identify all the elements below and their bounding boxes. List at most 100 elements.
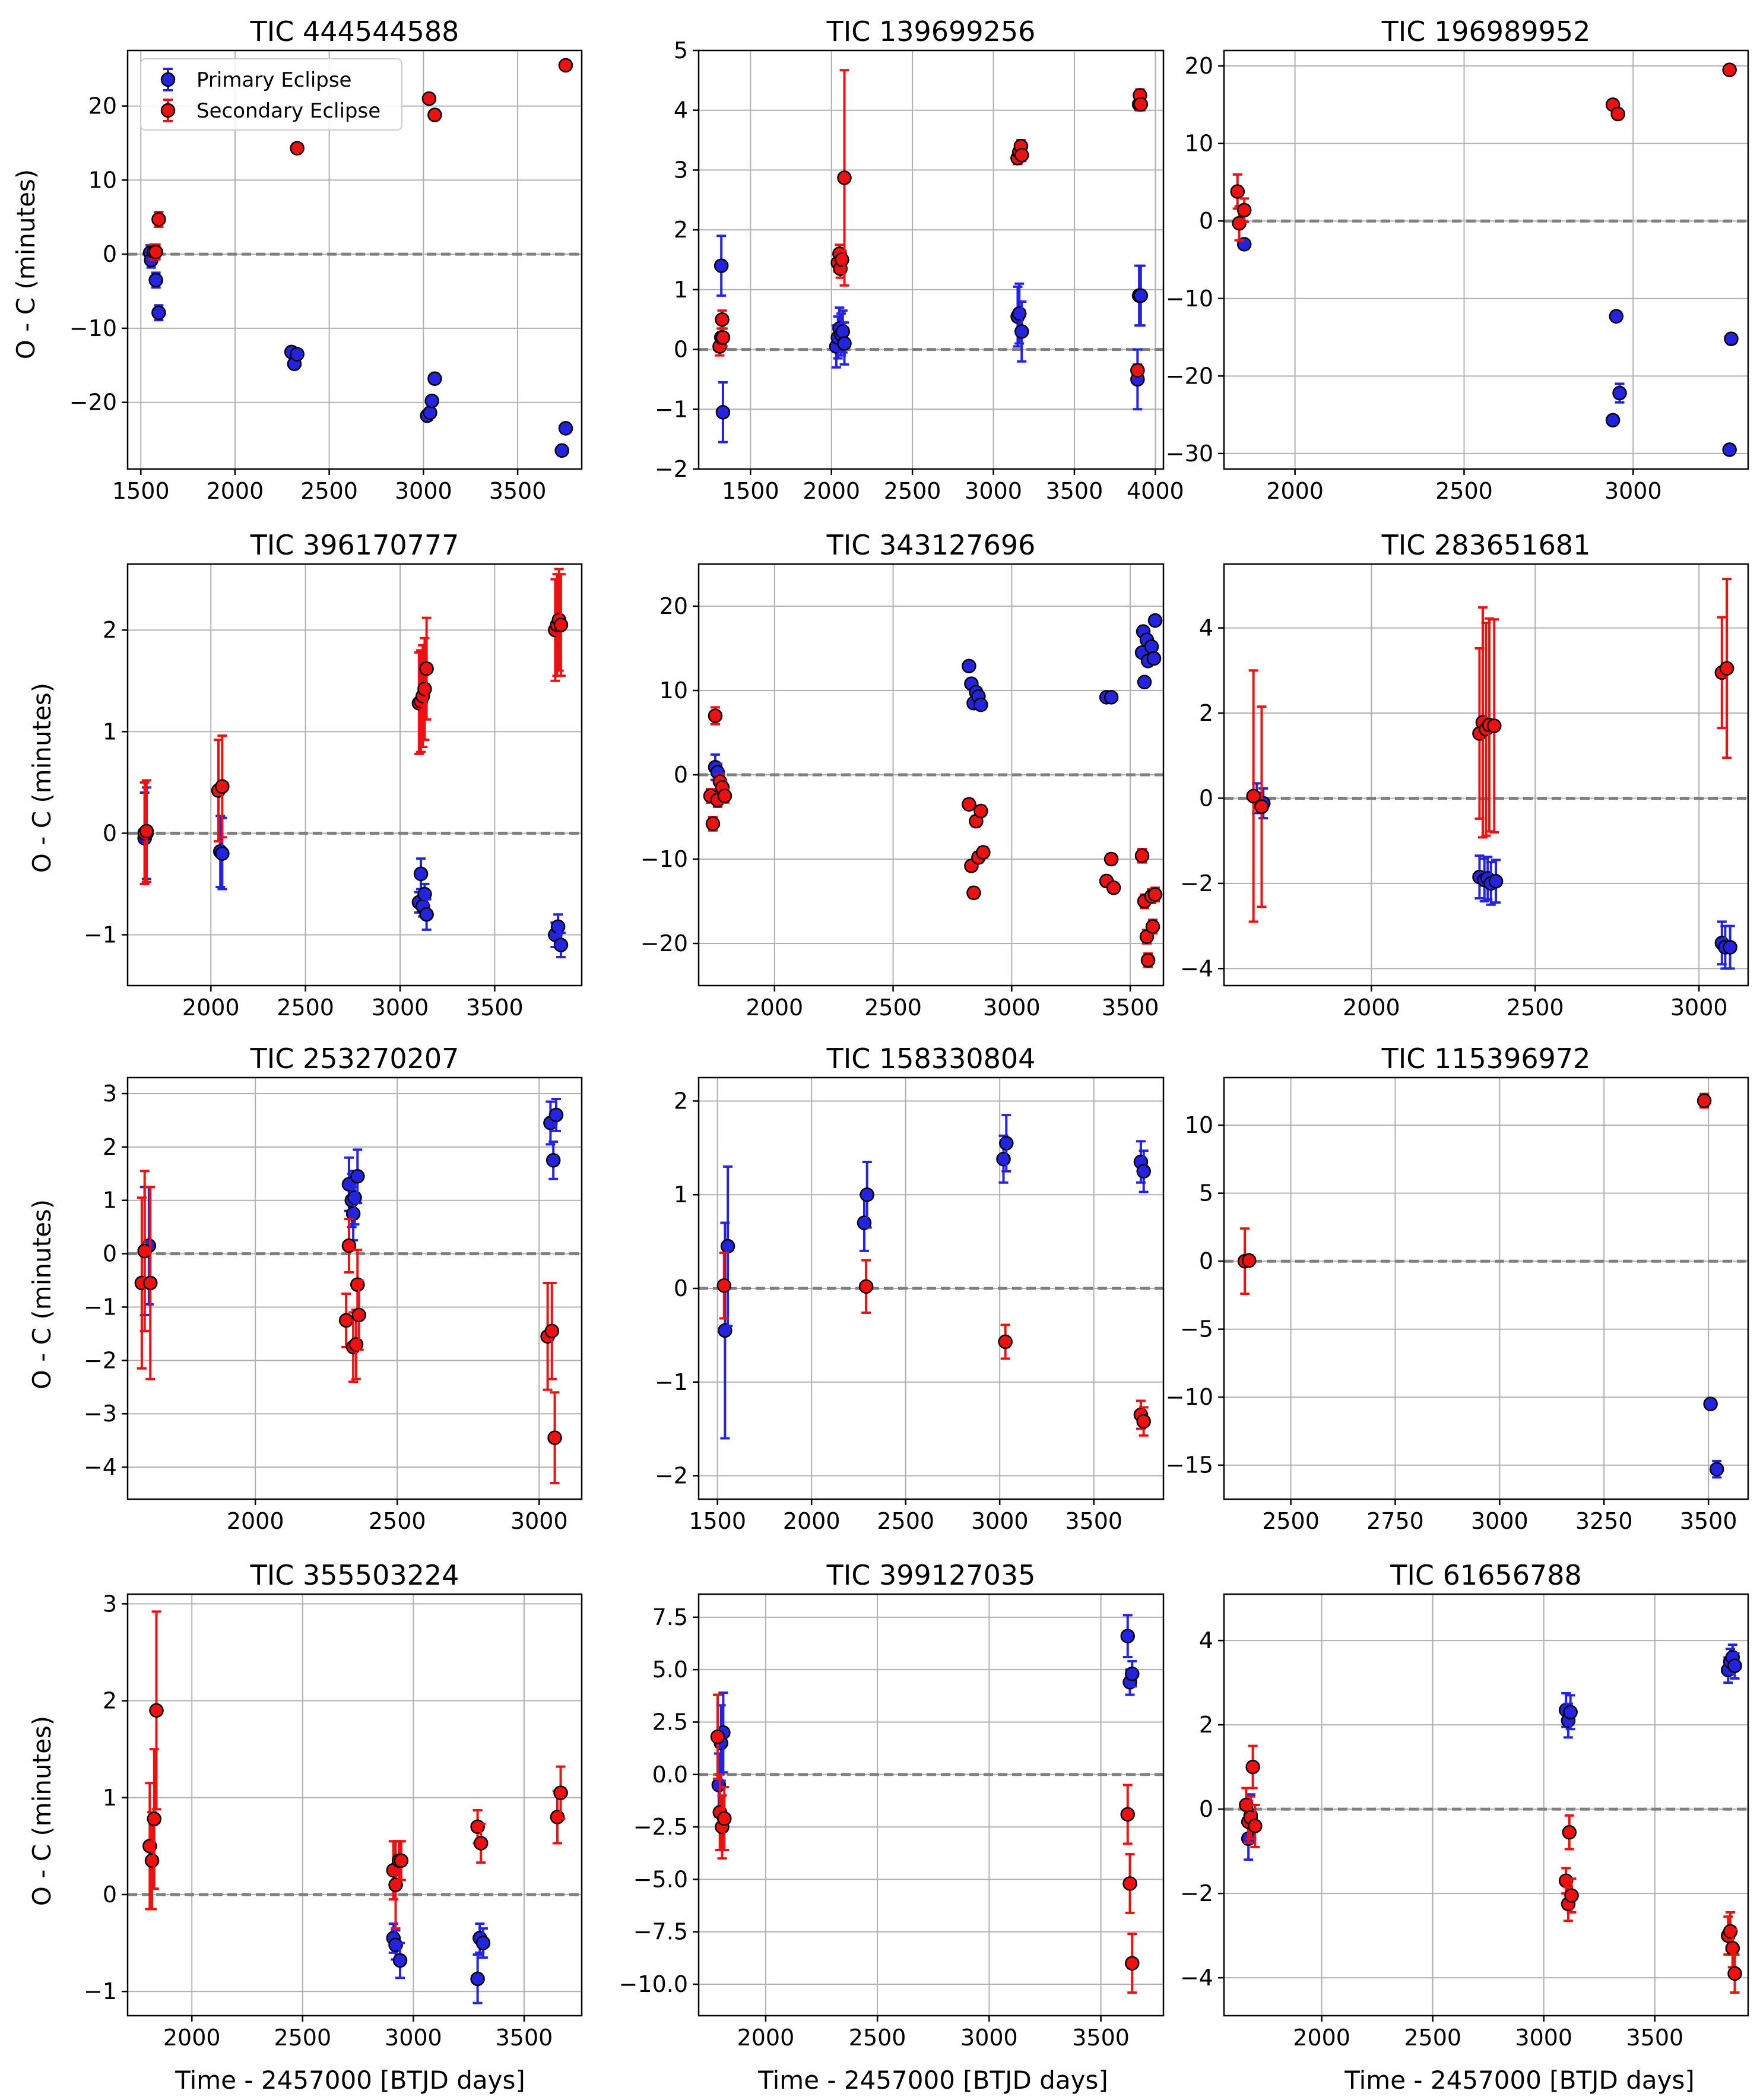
legend-primary-label: Primary Eclipse xyxy=(196,68,351,92)
y-tick-label: −10.0 xyxy=(619,1971,688,1997)
y-tick-label: −2 xyxy=(655,456,688,482)
grid xyxy=(1224,50,1748,469)
y-tick-label: −20 xyxy=(640,930,688,956)
panel-title: TIC 396170777 xyxy=(250,529,459,561)
secondary-eclipse-point xyxy=(1120,1807,1136,1822)
y-tick-label: 0 xyxy=(1199,1248,1213,1274)
panel-3: 2000 2500 3000 −30 −20 −10 0 10 20 TIC 196989952 xyxy=(1166,15,1749,504)
primary-eclipse-point xyxy=(1563,1705,1578,1720)
secondary-eclipse-point xyxy=(1719,661,1734,676)
primary-eclipse-point xyxy=(345,1206,361,1221)
secondary-eclipse-point xyxy=(1564,1888,1579,1903)
ylabel-row-2: O - C (minutes) xyxy=(27,683,56,873)
x-ticks: 2000 2500 3000 3500 xyxy=(1293,2016,1683,2051)
primary-eclipse-point xyxy=(554,443,569,458)
grid xyxy=(1224,1078,1748,1499)
grid xyxy=(1224,1594,1748,2016)
primary-eclipse-point xyxy=(548,1107,564,1123)
x-tick-label: 1500 xyxy=(722,478,779,504)
legend-secondary-label: Secondary Eclipse xyxy=(196,99,380,123)
primary-eclipse-point xyxy=(713,258,729,273)
secondary-eclipse-series xyxy=(1239,1744,1742,1994)
y-tick-label: −5.0 xyxy=(633,1866,688,1892)
primary-eclipse-point xyxy=(999,1136,1014,1151)
secondary-eclipse-point xyxy=(417,682,432,696)
axes-frame xyxy=(1223,563,1749,987)
primary-eclipse-point xyxy=(423,405,437,420)
panel-title: TIC 355503224 xyxy=(250,1559,459,1591)
primary-eclipse-series xyxy=(711,1614,1140,1818)
x-tick-label: 2000 xyxy=(1266,478,1324,504)
secondary-eclipse-point xyxy=(341,1238,357,1253)
y-tick-label: −1 xyxy=(655,1369,688,1395)
primary-eclipse-point xyxy=(546,1153,561,1168)
x-tick-label: 2000 xyxy=(163,2025,221,2051)
y-ticks: −20 −10 0 10 20 xyxy=(69,93,128,416)
x-tick-label: 2000 xyxy=(207,478,264,504)
secondary-eclipse-point xyxy=(338,1313,354,1328)
primary-eclipse-series xyxy=(137,786,569,959)
y-tick-label: 10 xyxy=(1185,131,1213,157)
primary-eclipse-series xyxy=(1236,237,1739,457)
panel-title: TIC 158330804 xyxy=(826,1043,1036,1075)
legend: Primary Eclipse Secondary Eclipse xyxy=(140,58,402,131)
y-tick-label: 5 xyxy=(1199,1180,1213,1206)
secondary-eclipse-point xyxy=(973,803,988,819)
y-tick-label: −4 xyxy=(84,1454,117,1480)
y-tick-label: 20 xyxy=(659,593,688,619)
secondary-eclipse-point xyxy=(553,1785,568,1800)
primary-eclipse-point xyxy=(475,1936,491,1950)
secondary-eclipse-series xyxy=(716,1252,1151,1437)
panel-6: 2000 2500 3000 −4 −2 0 2 4 TIC 283651681 xyxy=(1180,529,1749,1021)
x-tick-label: 3500 xyxy=(466,994,524,1021)
secondary-eclipse-series xyxy=(1237,1092,1712,1296)
panel-1: 1500 2000 2500 3000 3500 −20 −10 0 10 20 TIC 44454… xyxy=(69,15,583,504)
secondary-eclipse-point xyxy=(139,823,154,839)
secondary-eclipse-point xyxy=(151,212,166,227)
primary-eclipse-point xyxy=(860,1187,874,1202)
secondary-eclipse-point xyxy=(1230,184,1245,199)
y-tick-label: 2 xyxy=(103,1688,117,1714)
y-tick-label: −10 xyxy=(1166,286,1213,312)
secondary-eclipse-point xyxy=(1133,97,1149,112)
secondary-eclipse-point xyxy=(1236,202,1252,218)
primary-eclipse-point xyxy=(1727,1658,1742,1673)
panel-5: 2000 2500 3000 3500 −20 −10 0 10 20 TIC 343127696 xyxy=(640,529,1165,1021)
x-tick-label: 2000 xyxy=(182,994,240,1021)
secondary-eclipse-point xyxy=(1136,1414,1151,1429)
x-tick-label: 2000 xyxy=(227,1508,284,1534)
secondary-eclipse-point xyxy=(966,885,981,901)
secondary-eclipse-point xyxy=(705,816,721,831)
secondary-eclipse-point xyxy=(143,1275,158,1291)
panel-4: 2000 2500 3000 3500 −1 0 1 2 TIC 396170777 xyxy=(84,529,583,1021)
y-tick-label: −5 xyxy=(1180,1316,1213,1342)
y-tick-label: 0 xyxy=(674,762,688,788)
secondary-eclipse-series xyxy=(1246,578,1734,923)
panel-title: TIC 399127035 xyxy=(826,1559,1036,1591)
x-ticks: 2000 2500 3000 3500 xyxy=(737,2016,1130,2051)
x-ticks: 2000 2500 3000 xyxy=(227,1499,568,1534)
primary-eclipse-point xyxy=(1146,651,1162,666)
y-tick-label: 2 xyxy=(103,617,117,643)
primary-eclipse-point xyxy=(290,347,305,362)
x-tick-label: 3000 xyxy=(1515,2025,1572,2051)
secondary-eclipse-point xyxy=(147,1811,162,1826)
secondary-eclipse-point xyxy=(1487,718,1502,733)
y-tick-label: 0 xyxy=(103,241,117,267)
primary-eclipse-point xyxy=(1612,385,1627,401)
primary-eclipse-point xyxy=(1724,331,1739,346)
y-tick-label: 4 xyxy=(1199,615,1213,641)
secondary-eclipse-point xyxy=(717,788,732,803)
primary-eclipse-point xyxy=(1144,639,1159,654)
y-tick-label: 1 xyxy=(674,277,688,303)
y-tick-label: −1 xyxy=(84,1294,117,1320)
secondary-eclipse-point xyxy=(1147,887,1163,902)
secondary-eclipse-point xyxy=(290,141,305,156)
primary-eclipse-point xyxy=(1136,1164,1151,1179)
y-ticks: −15 −10 −5 0 5 10 xyxy=(1166,1112,1224,1478)
y-tick-label: 0 xyxy=(674,1275,688,1301)
primary-eclipse-point xyxy=(470,1971,485,1987)
secondary-eclipse-point xyxy=(149,1703,164,1718)
primary-eclipse-point xyxy=(837,336,852,351)
